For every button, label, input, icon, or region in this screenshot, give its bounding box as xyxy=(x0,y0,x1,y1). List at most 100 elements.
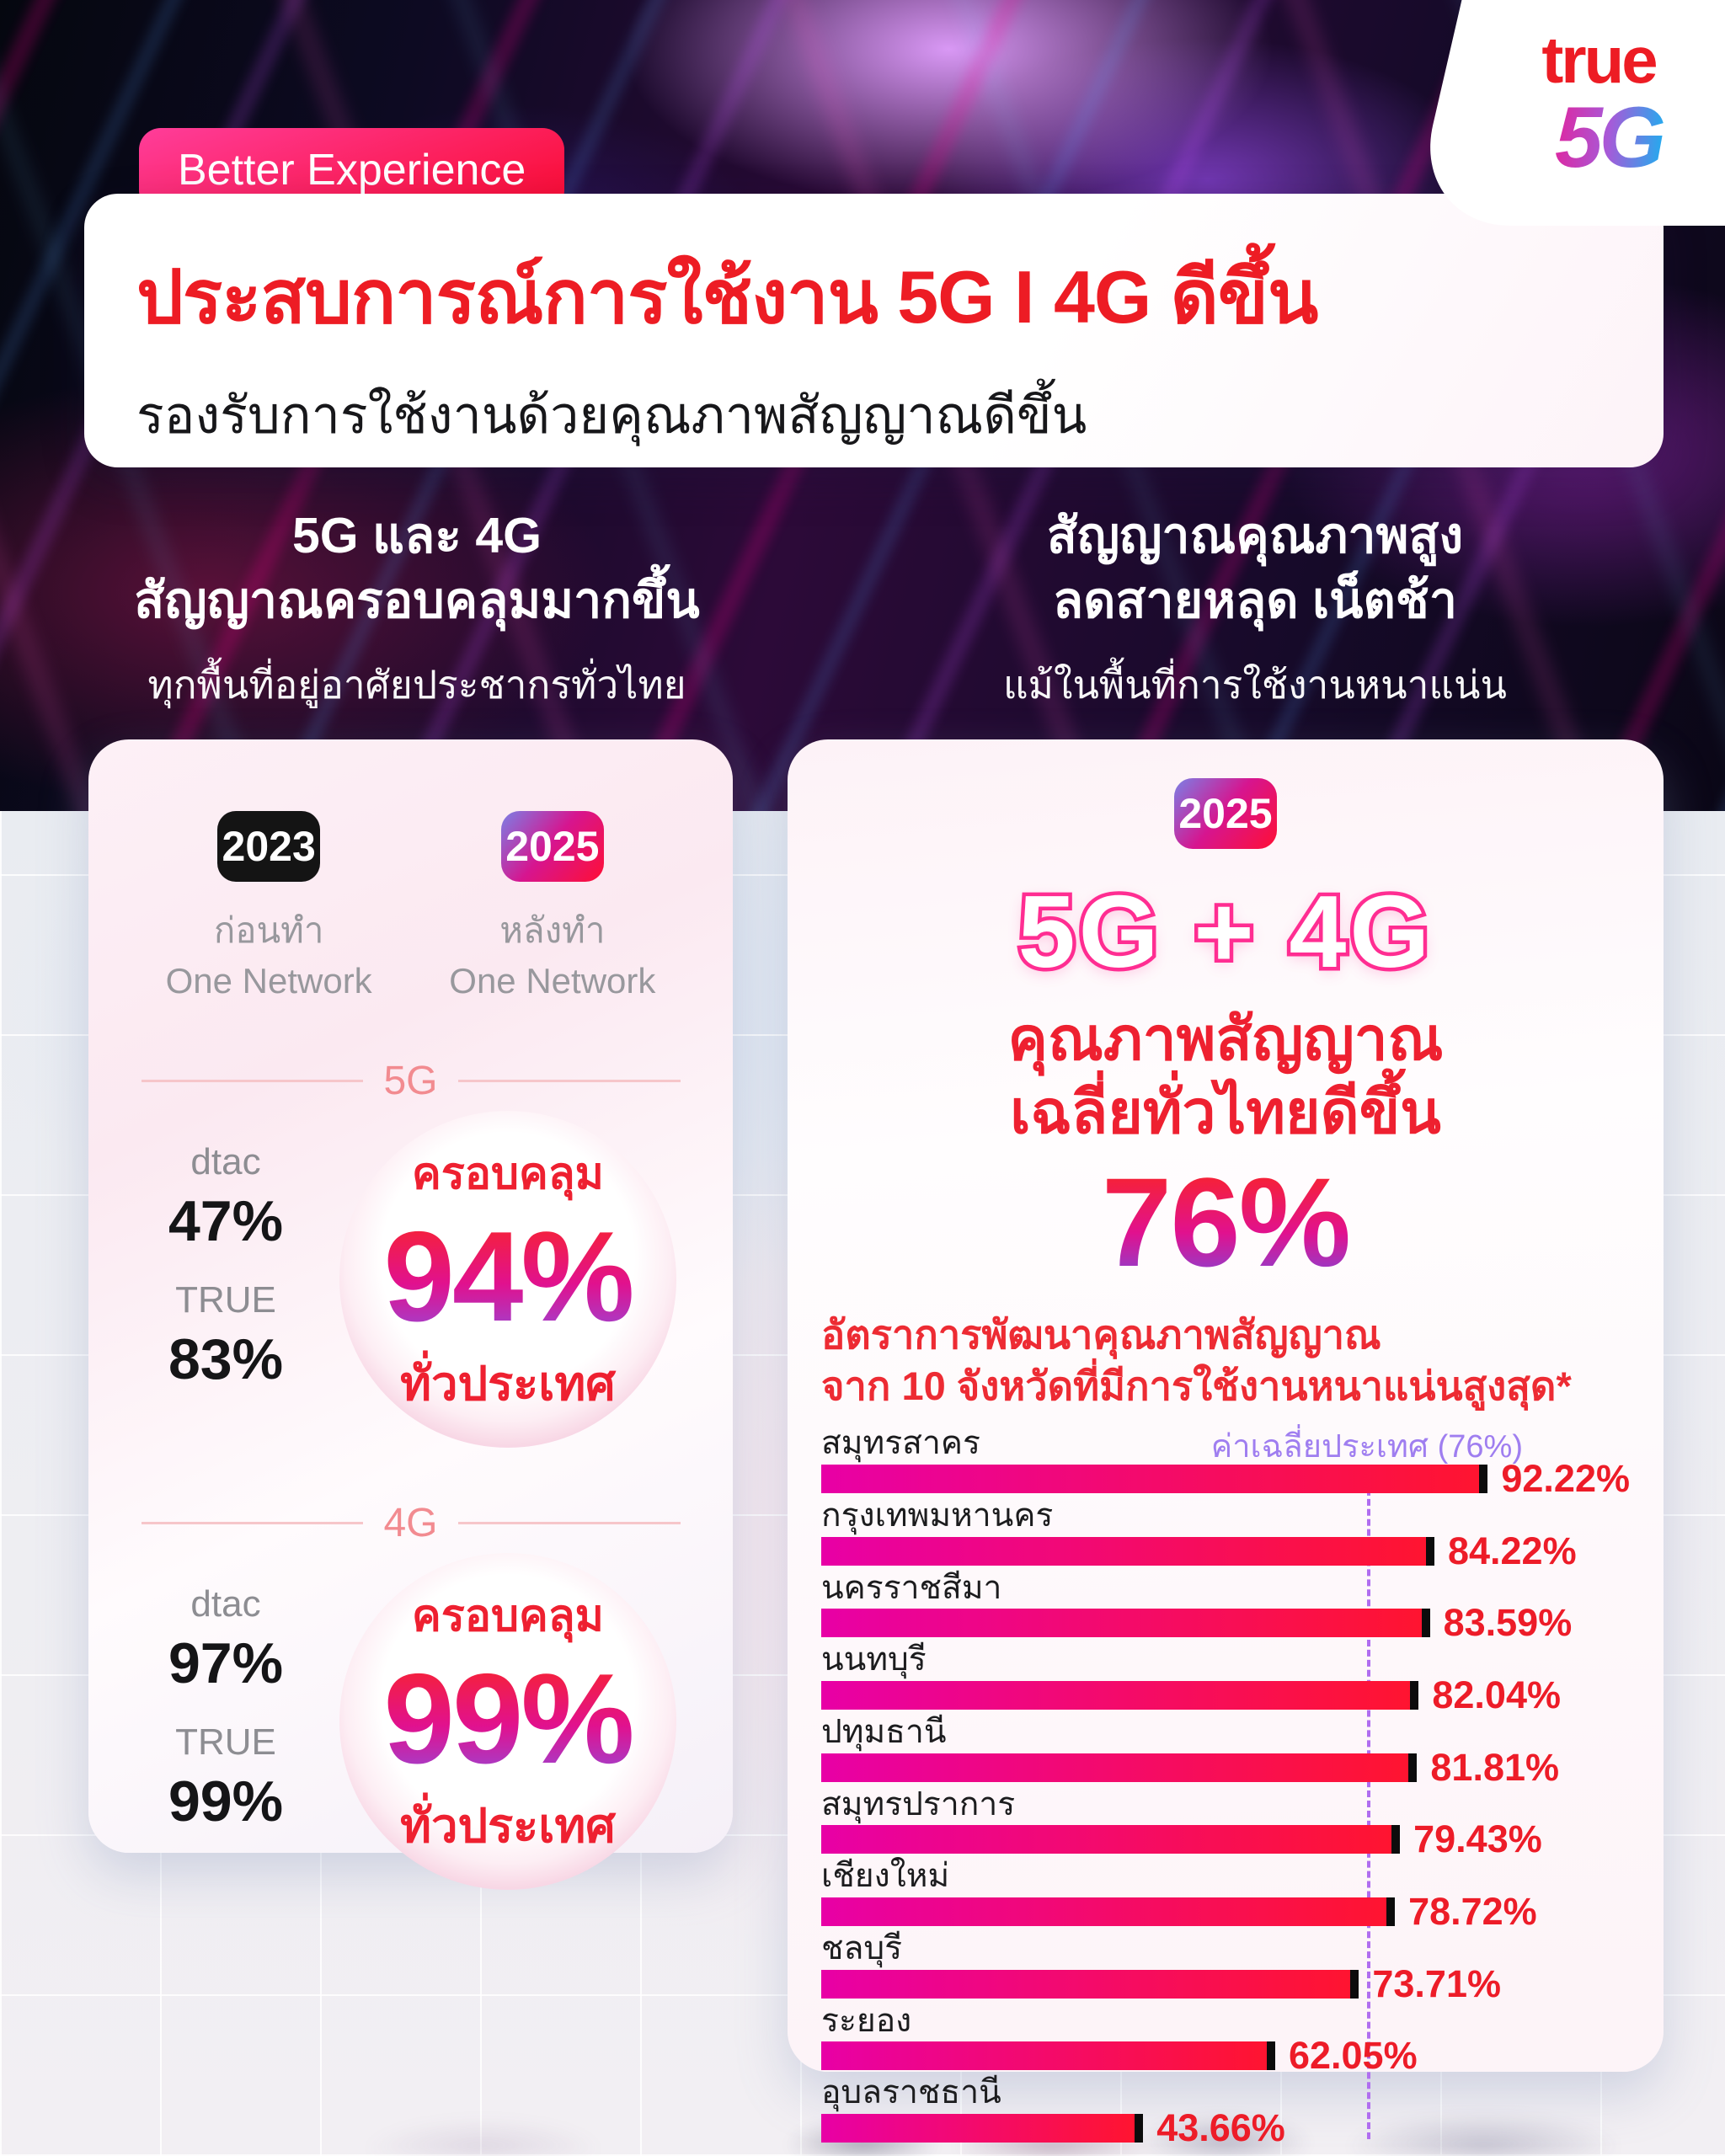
chart-row: สมุทรสาคร 92.22% xyxy=(821,1425,1630,1500)
province-label: เชียงใหม่ xyxy=(821,1858,950,1895)
chart-row: นนทบุรี 82.04% xyxy=(821,1641,1630,1716)
page-subtitle: รองรับการใช้งานด้วยคุณภาพสัญญาณดีขึ้น xyxy=(136,387,1087,444)
operator-label: dtac xyxy=(190,1583,261,1625)
reference-line xyxy=(1366,1469,1370,2140)
province-value: 43.66% xyxy=(1156,2106,1285,2150)
province-label: อุบลราชธานี xyxy=(821,2074,1001,2111)
title-card: ประสบการณ์การใช้งาน 5G I 4G ดีขึ้น รองรั… xyxy=(84,194,1664,467)
province-label: นนทบุรี xyxy=(821,1641,927,1678)
province-bar xyxy=(821,1897,1387,1927)
province-bar xyxy=(821,1465,1480,1494)
province-label: ระยอง xyxy=(821,2002,912,2039)
reference-line-label: ค่าเฉลี่ยประเทศ (76%) xyxy=(1210,1429,1523,1465)
coverage-label: ครอบคลุม xyxy=(412,1592,604,1641)
province-bar xyxy=(821,1753,1409,1782)
operator-value: 99% xyxy=(168,1769,284,1834)
province-bar xyxy=(821,2114,1135,2143)
province-bar xyxy=(821,1681,1411,1710)
band-divider-4g: 4G xyxy=(141,1500,681,1546)
operator-label: TRUE xyxy=(175,1721,276,1764)
operator-value: 97% xyxy=(168,1631,284,1696)
province-label: นครราชสีมา xyxy=(821,1569,1002,1606)
coverage-comparison-card: 2023 ก่อนทำ One Network 2025 หลังทำ One … xyxy=(88,739,733,1891)
stats-4g: dtac 97% TRUE 99% ครอบคลุม 99% ทั่วประเท… xyxy=(88,1553,733,1891)
chart-row: ปทุมธานี 81.81% xyxy=(821,1714,1630,1789)
bar-end-cap xyxy=(1421,1609,1430,1638)
province-bar-chart: ค่าเฉลี่ยประเทศ (76%) สมุทรสาคร 92.22% กรุ… xyxy=(821,1425,1630,2149)
coverage-subheading: ทุกพื้นที่อยู่อาศัยประชากรทั่วไทย xyxy=(147,663,686,707)
province-value: 79.43% xyxy=(1413,1817,1542,1861)
bar-end-cap xyxy=(1410,1681,1419,1710)
year-2025-block: 2025 หลังทำ One Network xyxy=(449,811,655,1006)
chart-row: นครราชสีมา 83.59% xyxy=(821,1569,1630,1644)
operator-value: 47% xyxy=(168,1189,284,1254)
quality-statement: คุณภาพสัญญาณ เฉลี่ยทั่วไทยดีขึ้น xyxy=(1007,1006,1444,1146)
province-value: 84.22% xyxy=(1447,1529,1577,1572)
band-label-4g: 4G xyxy=(383,1501,438,1546)
after-caption: หลังทำ One Network xyxy=(449,910,656,1001)
chart-row: อุบลราชธานี 43.66% xyxy=(821,2074,1630,2149)
bar-end-cap xyxy=(1408,1753,1418,1782)
bar-end-cap xyxy=(1425,1536,1434,1566)
province-value: 62.05% xyxy=(1288,2034,1418,2078)
chart-row: สมุทรปราการ 79.43% xyxy=(821,1785,1630,1860)
before-caption: ก่อนทำ One Network xyxy=(165,910,372,1001)
province-label: กรุงเทพมหานคร xyxy=(821,1497,1054,1534)
quality-subheading: แม้ในพื้นที่การใช้งานหนาแน่น xyxy=(1003,663,1507,707)
province-value: 73.71% xyxy=(1372,1961,1501,2005)
year-badges-row: 2023 ก่อนทำ One Network 2025 หลังทำ One … xyxy=(88,811,733,1006)
province-bar xyxy=(821,1969,1351,1999)
quality-heading: สัญญาณคุณภาพสูง ลดสายหลุด เน็ตช้า xyxy=(1046,508,1464,628)
bar-end-cap xyxy=(1386,1897,1396,1927)
bar-end-cap xyxy=(1135,2114,1144,2143)
province-value: 82.04% xyxy=(1432,1673,1561,1717)
operator-value: 83% xyxy=(168,1327,284,1392)
year-2023-block: 2023 ก่อนทำ One Network xyxy=(166,811,372,1006)
stats-5g: dtac 47% TRUE 83% ครอบคลุม 94% ทั่วประเท… xyxy=(88,1111,733,1449)
province-label: ปทุมธานี xyxy=(821,1714,947,1751)
coverage-heading: 5G และ 4G สัญญาณครอบคลุมมากขึ้น xyxy=(134,508,700,628)
province-bar xyxy=(821,1609,1422,1638)
province-label: สมุทรปราการ xyxy=(821,1785,1016,1822)
coverage-suffix: ทั่วประเทศ xyxy=(400,1799,616,1853)
operator-label: TRUE xyxy=(175,1279,276,1321)
bar-end-cap xyxy=(1266,2041,1275,2071)
year-2025-badge: 2025 xyxy=(1174,778,1277,849)
operator-values-5g: dtac 47% TRUE 83% xyxy=(112,1141,339,1417)
province-label: สมุทรสาคร xyxy=(821,1425,980,1462)
operator-values-4g: dtac 97% TRUE 99% xyxy=(112,1583,339,1860)
chart-title: อัตราการพัฒนาคุณภาพสัญญาณ จาก 10 จังหวัด… xyxy=(821,1312,1572,1409)
page-title: ประสบการณ์การใช้งาน 5G I 4G ดีขึ้น xyxy=(136,255,1318,339)
band-label-5g: 5G xyxy=(383,1059,438,1104)
coverage-value-5g: 94% xyxy=(383,1205,634,1349)
signal-quality-card: 2025 5G + 4G คุณภาพสัญญาณ เฉลี่ยทั่วไทยด… xyxy=(788,739,1664,2149)
coverage-suffix: ทั่วประเทศ xyxy=(400,1357,616,1411)
true-brand-wordmark: true xyxy=(1541,23,1658,97)
chart-row: ระยอง 62.05% xyxy=(821,2002,1630,2077)
year-2023-badge: 2023 xyxy=(217,811,321,882)
chart-row: ชลบุรี 73.71% xyxy=(821,1930,1630,2005)
coverage-highlight-5g: ครอบคลุม 94% ทั่วประเทศ xyxy=(339,1111,676,1449)
five-g-plus-four-g-headline: 5G + 4G xyxy=(1014,871,1434,993)
operator-label: dtac xyxy=(190,1141,261,1183)
province-bar xyxy=(821,1536,1426,1566)
true-5g-logo: true 5G xyxy=(1439,0,1725,226)
coverage-highlight-4g: ครอบคลุม 99% ทั่วประเทศ xyxy=(339,1553,676,1891)
province-bar xyxy=(821,1825,1392,1854)
quality-intro-column: สัญญาณคุณภาพสูง ลดสายหลุด เน็ตช้า แม้ในพ… xyxy=(868,504,1642,716)
province-value: 78.72% xyxy=(1408,1890,1537,1934)
coverage-label: ครอบคลุม xyxy=(412,1150,604,1199)
province-label: ชลบุรี xyxy=(821,1930,903,1967)
chart-row: เชียงใหม่ 78.72% xyxy=(821,1858,1630,1933)
coverage-value-4g: 99% xyxy=(383,1647,634,1791)
average-quality-value: 76% xyxy=(821,1158,1630,1287)
five-g-logo-text: 5G xyxy=(1506,88,1712,187)
bar-end-cap xyxy=(1479,1465,1488,1494)
year-2025-badge: 2025 xyxy=(500,811,604,882)
province-bar xyxy=(821,2041,1267,2071)
chart-rows: สมุทรสาคร 92.22% กรุงเทพมหานคร 84.22% นครราช… xyxy=(821,1425,1630,2149)
bar-end-cap xyxy=(1350,1969,1359,1999)
coverage-intro-column: 5G และ 4G สัญญาณครอบคลุมมากขึ้น ทุกพื้นท… xyxy=(80,504,754,716)
province-value: 81.81% xyxy=(1430,1745,1560,1789)
